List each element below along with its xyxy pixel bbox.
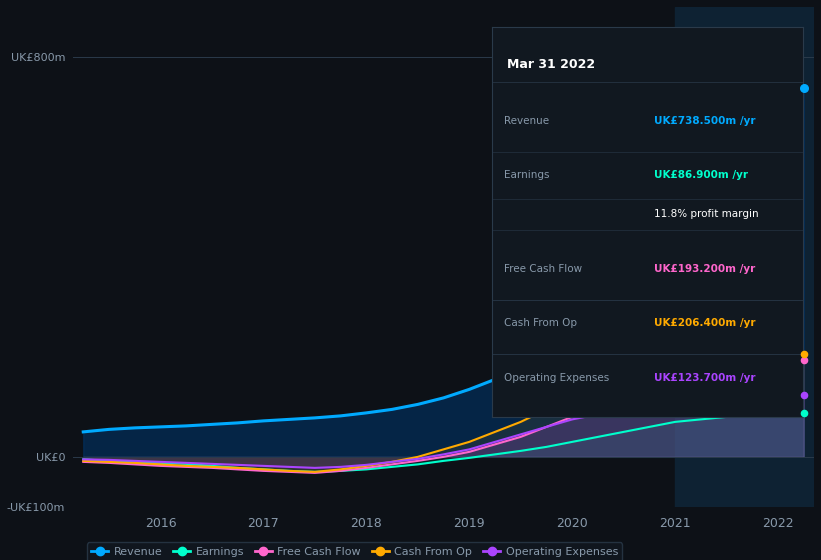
Bar xyxy=(675,7,821,507)
Point xyxy=(797,83,810,92)
Point xyxy=(797,390,810,399)
Point xyxy=(797,409,810,418)
Point xyxy=(797,356,810,365)
Point xyxy=(797,349,810,358)
Legend: Revenue, Earnings, Free Cash Flow, Cash From Op, Operating Expenses: Revenue, Earnings, Free Cash Flow, Cash … xyxy=(87,543,622,560)
